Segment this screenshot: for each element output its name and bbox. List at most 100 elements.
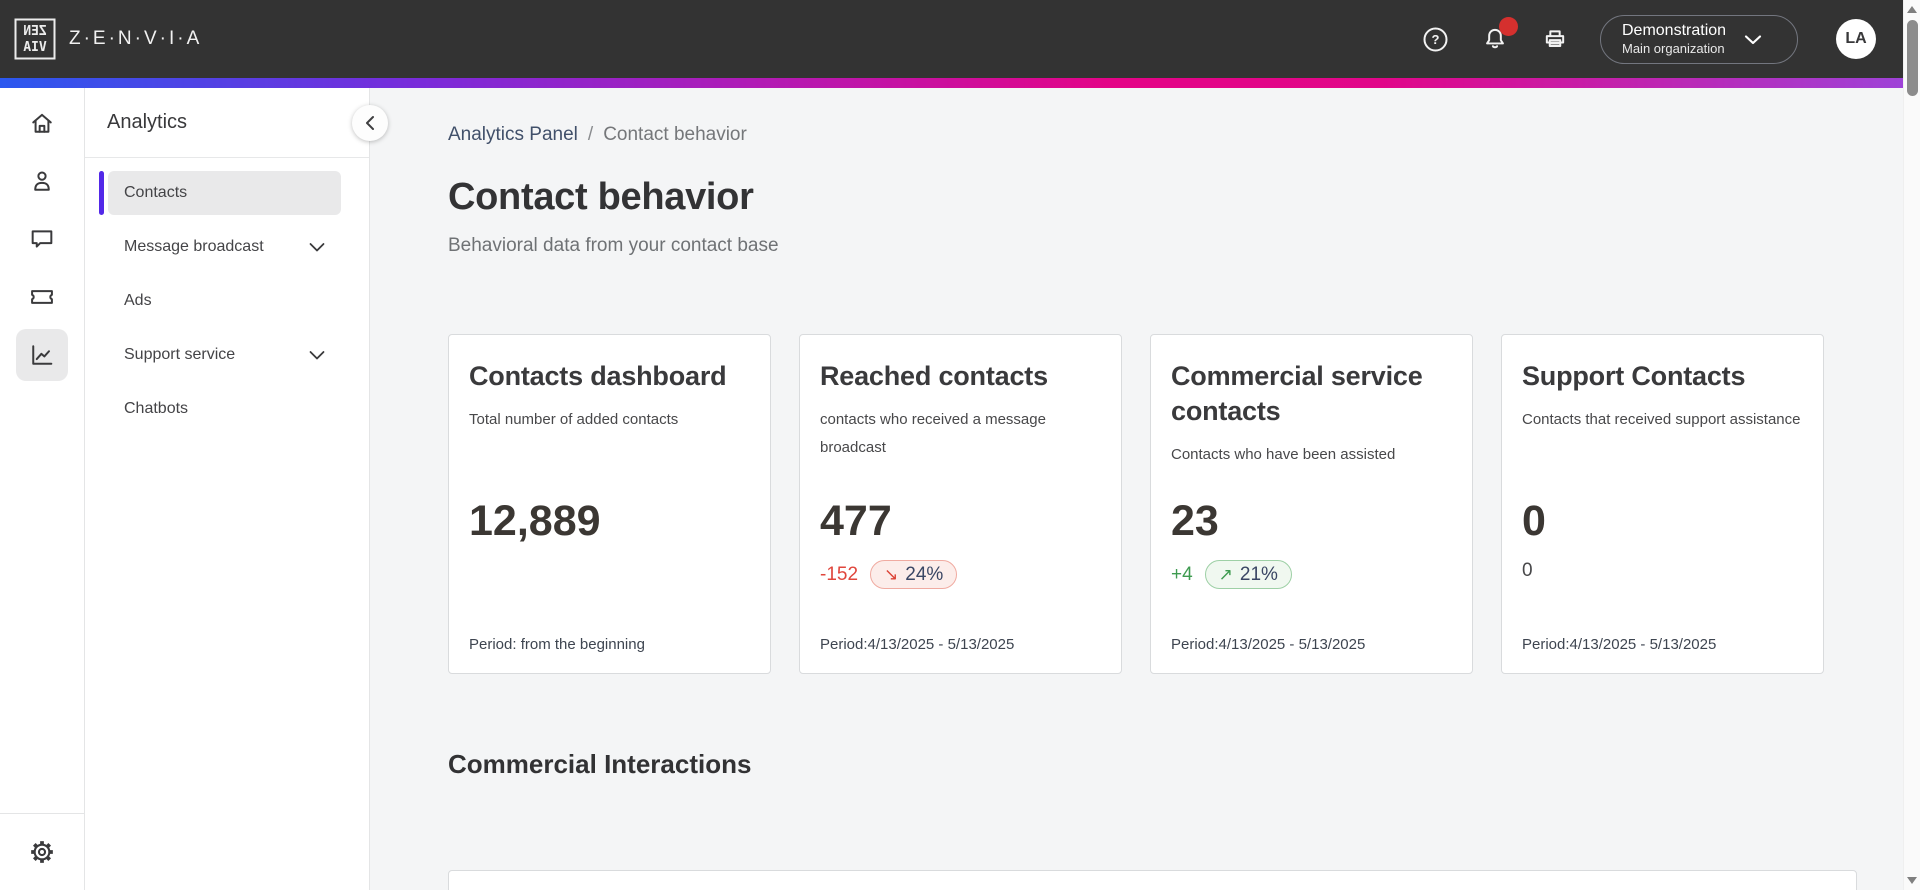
page-title: Contact behavior: [448, 176, 754, 218]
kpi-cards-row: Contacts dashboard Total number of added…: [448, 334, 1903, 674]
trend-up-icon: ↗: [1218, 564, 1233, 585]
print-button[interactable]: [1540, 24, 1570, 54]
card-title: Contacts dashboard: [469, 361, 727, 391]
scrollbar-down-arrow[interactable]: [1907, 877, 1917, 884]
card-value: 0: [1522, 497, 1546, 545]
nav-rail-item-settings[interactable]: [16, 826, 68, 878]
page-subtitle: Behavioral data from your contact base: [448, 235, 779, 256]
sidebar-menu: Contacts Message broadcast Ads Support s…: [85, 158, 369, 431]
breadcrumb-separator: /: [587, 124, 594, 145]
ticket-icon: [28, 283, 56, 311]
sidebar-item-support-service[interactable]: Support service: [108, 333, 341, 377]
breadcrumb-analytics-panel-link[interactable]: Analytics Panel: [448, 124, 578, 145]
sidebar-item-chatbots[interactable]: Chatbots: [108, 387, 341, 431]
person-icon: [28, 167, 56, 195]
organization-switcher[interactable]: Demonstration Main organization: [1600, 14, 1798, 64]
active-item-indicator: [99, 171, 104, 215]
organization-text: Demonstration Main organization: [1622, 21, 1726, 57]
chevron-down-icon: [1744, 34, 1762, 45]
brand-wordmark: Z·E·N·V·I·A: [69, 28, 203, 49]
card-period: Period:4/13/2025 - 5/13/2025: [1522, 636, 1717, 653]
chevron-down-icon: [309, 350, 325, 360]
breadcrumb-current: Contact behavior: [603, 124, 747, 145]
card-delta-row: 0: [1522, 560, 1533, 582]
svg-text:ZEN: ZEN: [23, 24, 47, 39]
card-contacts-dashboard: Contacts dashboard Total number of added…: [448, 334, 771, 674]
delta-value: -152: [820, 563, 859, 585]
svg-text:VIA: VIA: [23, 40, 47, 55]
delta-value: +4: [1171, 563, 1193, 585]
svg-text:?: ?: [1431, 32, 1439, 47]
card-title: Support Contacts: [1522, 361, 1746, 391]
avatar-initials: LA: [1845, 30, 1867, 47]
card-description: Contacts that received support assistanc…: [1522, 411, 1801, 429]
nav-rail-item-contacts[interactable]: [16, 155, 68, 207]
nav-rail-item-home[interactable]: [16, 97, 68, 149]
sidebar-item-ads[interactable]: Ads: [108, 279, 341, 323]
main-content: Analytics Panel / Contact behavior Conta…: [370, 88, 1903, 890]
organization-name: Demonstration: [1622, 21, 1727, 39]
card-description: Total number of added contacts: [469, 411, 679, 429]
trend-percent: 21%: [1239, 563, 1278, 585]
brand-gradient-bar: [0, 78, 1920, 88]
sidebar-item-contacts[interactable]: Contacts: [99, 171, 341, 215]
trend-badge-up: ↗ 21%: [1204, 560, 1292, 589]
printer-icon: [1541, 25, 1569, 53]
sidebar-collapse-button[interactable]: [352, 105, 388, 141]
analytics-sidebar: Analytics Contacts Message broadcast Ads…: [85, 88, 370, 890]
sidebar-item-label: Message broadcast: [124, 238, 264, 255]
card-commercial-service-contacts: Commercial service contacts Contacts who…: [1150, 334, 1473, 674]
card-reached-contacts: Reached contacts contacts who received a…: [799, 334, 1122, 674]
sidebar-item-message-broadcast[interactable]: Message broadcast: [108, 225, 341, 269]
trend-down-icon: ↘: [884, 564, 899, 585]
trend-percent: 24%: [905, 563, 944, 585]
sidebar-title: Analytics: [107, 111, 188, 133]
scrollbar-thumb[interactable]: [1907, 20, 1918, 96]
card-delta-row: -152 ↘ 24%: [820, 560, 958, 589]
card-value: 477: [820, 497, 892, 545]
organization-description: Main organization: [1622, 40, 1725, 56]
zenvia-logo-icon: ZEN VIA: [14, 18, 56, 60]
home-icon: [28, 109, 56, 137]
card-period: Period:4/13/2025 - 5/13/2025: [1171, 636, 1366, 653]
top-bar-actions: ?: [1390, 14, 1876, 64]
card-delta-row: +4 ↗ 21%: [1171, 560, 1292, 589]
chat-bubble-icon: [28, 225, 56, 253]
notifications-button[interactable]: [1480, 17, 1518, 54]
trend-badge-down: ↘ 24%: [870, 560, 958, 589]
card-description: contacts who received a message broadcas…: [820, 411, 1046, 456]
bell-icon: [1481, 25, 1509, 53]
line-chart-icon: [28, 341, 56, 369]
card-title: Reached contacts: [820, 361, 1048, 391]
breadcrumb: Analytics Panel / Contact behavior: [448, 124, 1903, 146]
nav-rail-item-analytics[interactable]: [16, 329, 68, 381]
user-avatar[interactable]: LA: [1836, 19, 1876, 59]
top-bar: ZEN VIA Z·E·N·V·I·A ?: [0, 0, 1920, 78]
help-icon: ?: [1422, 26, 1449, 53]
section-heading-commercial-interactions: Commercial Interactions: [448, 749, 752, 779]
sidebar-item-label: Chatbots: [124, 400, 189, 417]
card-title: Commercial service contacts: [1171, 361, 1423, 427]
card-value: 12,889: [469, 497, 601, 545]
page-scrollbar[interactable]: [1903, 0, 1920, 890]
help-button[interactable]: ?: [1420, 24, 1450, 54]
card-support-contacts: Support Contacts Contacts that received …: [1501, 334, 1824, 674]
nav-rail-item-conversations[interactable]: [16, 213, 68, 265]
nav-rail-item-tickets[interactable]: [16, 271, 68, 323]
commercial-interactions-card: [448, 870, 1857, 890]
sidebar-item-label: Contacts: [124, 184, 188, 201]
primary-nav-rail: [0, 88, 85, 890]
notification-dot-badge: [1499, 17, 1518, 36]
chevron-down-icon: [309, 242, 325, 252]
gear-icon: [28, 838, 56, 866]
card-period: Period: from the beginning: [469, 636, 645, 653]
brand-home-link[interactable]: ZEN VIA Z·E·N·V·I·A: [14, 18, 202, 60]
sidebar-header: Analytics: [85, 88, 369, 158]
card-description: Contacts who have been assisted: [1171, 446, 1396, 464]
sidebar-item-label: Support service: [124, 346, 236, 363]
chevron-left-icon: [365, 115, 375, 131]
scrollbar-up-arrow[interactable]: [1907, 6, 1917, 13]
rail-divider: [0, 813, 85, 814]
card-period: Period:4/13/2025 - 5/13/2025: [820, 636, 1015, 653]
